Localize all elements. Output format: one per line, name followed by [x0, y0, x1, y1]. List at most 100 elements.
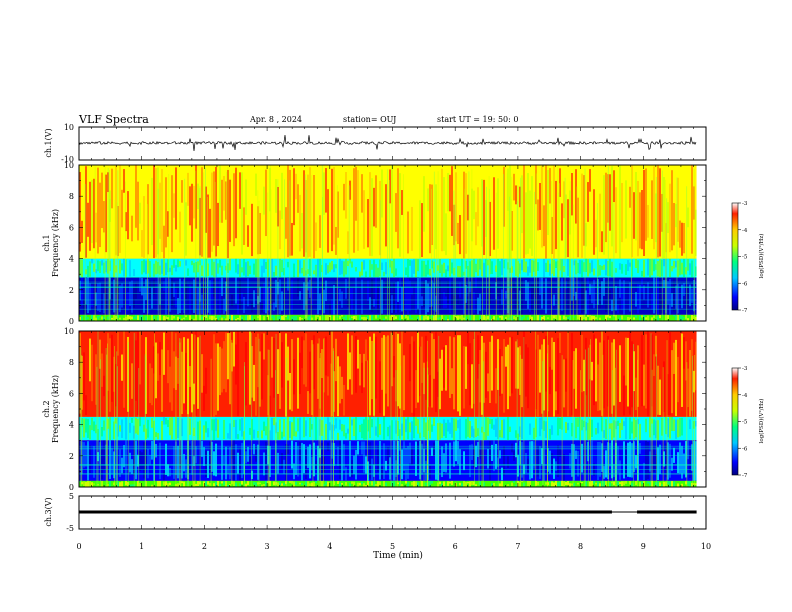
spectral-streak	[287, 165, 289, 258]
spectral-streak	[191, 440, 193, 475]
spectral-streak	[433, 483, 435, 486]
spectral-streak	[327, 314, 329, 321]
spectral-streak	[465, 173, 467, 254]
spectral-streak	[531, 441, 533, 479]
spectral-streak	[391, 315, 393, 321]
spectral-streak	[415, 258, 417, 278]
spectral-streak	[579, 165, 581, 252]
spectral-streak	[633, 192, 635, 239]
spectral-streak	[111, 168, 113, 209]
spectral-streak	[355, 267, 357, 272]
spectral-streak	[435, 263, 437, 273]
spectral-streak	[217, 202, 219, 247]
spectral-streak	[525, 344, 527, 397]
spectral-streak	[505, 442, 507, 469]
spectral-streak	[357, 170, 359, 251]
spectral-streak	[419, 432, 421, 439]
spectral-streak	[449, 259, 451, 277]
spectral-streak	[313, 318, 315, 321]
spectral-streak	[397, 258, 399, 277]
spectral-streak	[163, 470, 165, 481]
spectral-streak	[369, 260, 371, 277]
spectral-streak	[385, 316, 387, 319]
spectral-streak	[621, 481, 623, 487]
spectral-streak	[337, 446, 339, 466]
spectral-streak	[297, 184, 299, 213]
spectral-streak	[177, 316, 179, 321]
spectral-streak	[445, 316, 447, 321]
spectral-streak	[361, 174, 363, 213]
spectral-streak	[165, 262, 167, 275]
spectral-streak	[427, 283, 429, 313]
spectral-streak	[85, 166, 87, 258]
spectral-streak	[85, 269, 87, 275]
spectral-streak	[185, 459, 187, 478]
spectral-streak	[313, 481, 315, 487]
spectral-streak	[619, 317, 621, 321]
spectral-streak	[551, 425, 553, 435]
spectral-streak	[567, 331, 569, 417]
spectral-streak	[129, 385, 131, 417]
spectral-streak	[139, 258, 141, 267]
spectral-streak	[351, 261, 353, 268]
spectral-streak	[307, 174, 309, 258]
spectral-streak	[371, 264, 373, 270]
spectral-streak	[145, 337, 147, 414]
spectral-streak	[685, 186, 687, 213]
spectral-streak	[365, 485, 367, 487]
spectral-streak	[373, 187, 375, 227]
spectral-streak	[507, 456, 509, 469]
spectral-streak	[451, 315, 453, 318]
spectral-streak	[211, 441, 213, 472]
spectral-streak	[81, 315, 83, 321]
spectral-streak	[211, 258, 213, 276]
spectral-streak	[529, 480, 531, 487]
spectral-streak	[465, 261, 467, 269]
spectral-streak	[245, 315, 247, 321]
spectral-streak	[663, 176, 665, 259]
spectral-streak	[647, 481, 649, 484]
spectral-streak	[495, 418, 497, 437]
spectral-streak	[83, 315, 85, 321]
spectral-streak	[223, 419, 225, 440]
spectral-streak	[545, 165, 547, 259]
spectral-streak	[189, 366, 191, 387]
spectral-streak	[459, 282, 461, 298]
spectral-streak	[193, 262, 195, 273]
spectral-streak	[87, 481, 89, 487]
spectral-streak	[635, 420, 637, 438]
spectral-streak	[129, 422, 131, 433]
spectral-streak	[265, 441, 267, 480]
spectral-streak	[133, 269, 135, 277]
spectral-streak	[629, 317, 631, 321]
spectral-streak	[147, 481, 149, 484]
spectral-streak	[643, 169, 645, 257]
spectral-streak	[169, 267, 171, 272]
spectral-streak	[589, 169, 591, 192]
spectral-streak	[343, 384, 345, 416]
spectral-streak	[579, 452, 581, 471]
spectral-streak	[567, 317, 569, 320]
spectral-streak	[249, 482, 251, 486]
ch1-xticks	[78, 127, 707, 160]
spectral-streak	[573, 316, 575, 318]
spectral-streak	[465, 418, 467, 439]
spectral-streak	[385, 420, 387, 434]
spectral-streak	[685, 314, 687, 320]
spectral-streak	[401, 331, 403, 417]
spectral-streak	[239, 259, 241, 277]
spectral-streak	[463, 346, 465, 409]
spectral-streak	[137, 419, 139, 435]
spectral-streak	[569, 453, 571, 469]
freq-tick-label: 8	[69, 358, 74, 367]
spectral-streak	[613, 481, 615, 486]
spectral-streak	[579, 482, 581, 487]
spectral-streak	[477, 316, 479, 321]
spectral-streak	[639, 332, 641, 402]
spectral-streak	[347, 333, 349, 390]
spectral-streak	[681, 262, 683, 275]
spectral-streak	[193, 480, 195, 487]
spectral-streak	[279, 258, 281, 278]
spectral-streak	[459, 449, 461, 475]
